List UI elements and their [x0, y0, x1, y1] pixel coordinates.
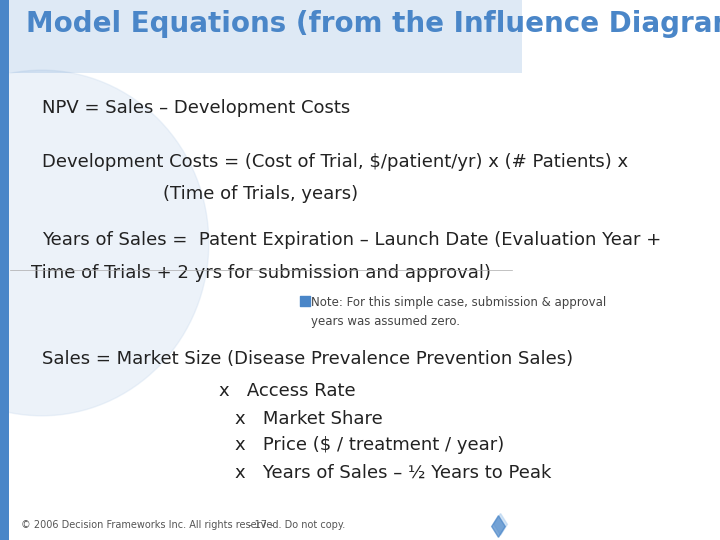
FancyBboxPatch shape — [0, 0, 522, 73]
Text: x   Years of Sales – ½ Years to Peak: x Years of Sales – ½ Years to Peak — [235, 463, 552, 482]
Text: Model Equations (from the Influence Diagram): Model Equations (from the Influence Diag… — [26, 10, 720, 38]
Text: (Time of Trials, years): (Time of Trials, years) — [163, 185, 359, 204]
Text: x   Access Rate: x Access Rate — [219, 382, 356, 401]
Text: Years of Sales =  Patent Expiration – Launch Date (Evaluation Year +: Years of Sales = Patent Expiration – Lau… — [42, 231, 661, 249]
Text: NPV = Sales – Development Costs: NPV = Sales – Development Costs — [42, 99, 350, 117]
Text: Development Costs = (Cost of Trial, $/patient/yr) x (# Patients) x: Development Costs = (Cost of Trial, $/pa… — [42, 153, 628, 171]
Polygon shape — [492, 516, 505, 537]
Text: years was assumed zero.: years was assumed zero. — [310, 315, 459, 328]
Text: x   Market Share: x Market Share — [235, 409, 382, 428]
Text: © 2006 Decision Frameworks Inc. All rights reserved. Do not copy.: © 2006 Decision Frameworks Inc. All righ… — [21, 520, 345, 530]
Text: x   Price ($ / treatment / year): x Price ($ / treatment / year) — [235, 436, 504, 455]
Text: - 17 -: - 17 - — [248, 520, 274, 530]
FancyBboxPatch shape — [0, 0, 9, 540]
Text: Time of Trials + 2 yrs for submission and approval): Time of Trials + 2 yrs for submission an… — [31, 264, 491, 282]
Circle shape — [0, 70, 209, 416]
Polygon shape — [494, 514, 508, 535]
Text: Note: For this simple case, submission & approval: Note: For this simple case, submission &… — [310, 296, 606, 309]
Text: Sales = Market Size (Disease Prevalence Prevention Sales): Sales = Market Size (Disease Prevalence … — [42, 350, 573, 368]
